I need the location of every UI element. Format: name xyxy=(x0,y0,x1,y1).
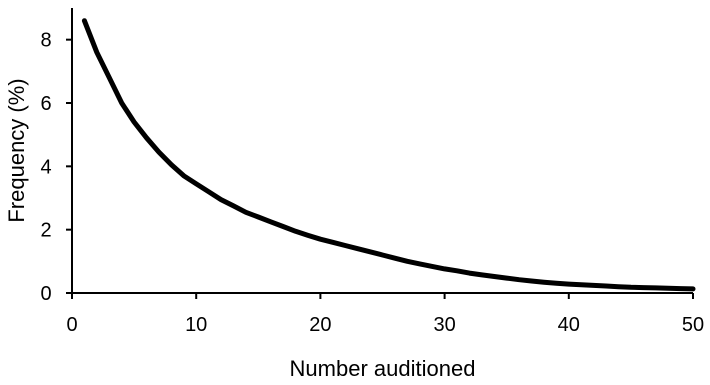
x-tick-label: 50 xyxy=(682,314,704,336)
x-tick-label: 40 xyxy=(558,314,580,336)
y-tick-label: 4 xyxy=(40,156,51,178)
y-tick-label: 8 xyxy=(40,30,51,52)
x-axis-ticks: 0 10 20 30 40 50 xyxy=(66,293,704,336)
x-tick-label: 0 xyxy=(66,314,77,336)
y-axis-title: Frequency (%) xyxy=(4,78,29,222)
y-tick-label: 2 xyxy=(40,220,51,242)
x-tick-label: 20 xyxy=(309,314,331,336)
y-tick-label: 0 xyxy=(40,283,51,305)
y-tick-label: 6 xyxy=(40,93,51,115)
x-axis-title: Number auditioned xyxy=(290,356,476,381)
y-axis-ticks: 0 2 4 6 8 xyxy=(40,30,72,305)
x-tick-label: 30 xyxy=(433,314,455,336)
x-tick-label: 10 xyxy=(185,314,207,336)
series-line xyxy=(81,18,696,292)
